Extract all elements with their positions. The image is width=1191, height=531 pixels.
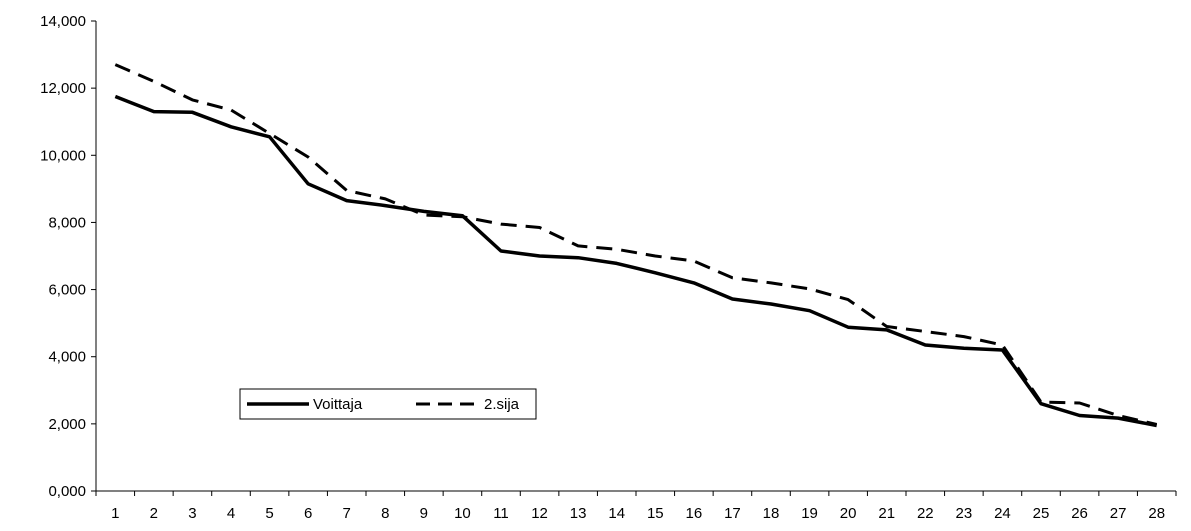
x-tick-label: 1 bbox=[111, 505, 119, 522]
y-tick-label: 2,000 bbox=[48, 416, 86, 433]
x-tick-label: 14 bbox=[608, 505, 625, 522]
series-line bbox=[114, 94, 1158, 428]
x-tick-label: 18 bbox=[763, 505, 780, 522]
y-tick-label: 8,000 bbox=[48, 214, 86, 231]
x-tick-label: 23 bbox=[956, 505, 973, 522]
x-tick-label: 3 bbox=[188, 505, 196, 522]
y-tick-label: 14,000 bbox=[40, 13, 86, 30]
x-tick-label: 6 bbox=[304, 505, 312, 522]
y-ticks: 0,000 2,000 4,000 6,000 8,000 10,000 12,000 14,… bbox=[40, 13, 96, 500]
x-tick-label: 27 bbox=[1110, 505, 1127, 522]
x-tick-label: 13 bbox=[570, 505, 587, 522]
series-2-sija bbox=[114, 63, 1158, 426]
legend: Voittaja 2.sija bbox=[239, 388, 537, 420]
x-tick-label: 20 bbox=[840, 505, 857, 522]
y-tick-label: 12,000 bbox=[40, 80, 86, 97]
x-tick-label: 25 bbox=[1033, 505, 1050, 522]
series-layer bbox=[114, 63, 1158, 428]
x-tick-label: 7 bbox=[343, 505, 351, 522]
x-tick-label: 17 bbox=[724, 505, 741, 522]
series-line bbox=[114, 63, 1158, 426]
axes: 0,000 2,000 4,000 6,000 8,000 10,000 12,000 14,… bbox=[40, 13, 1177, 522]
x-tick-label: 28 bbox=[1148, 505, 1165, 522]
series-voittaja bbox=[114, 94, 1158, 428]
legend-label-voittaja: Voittaja bbox=[313, 396, 363, 413]
x-tick-label: 21 bbox=[878, 505, 895, 522]
x-tick-label: 4 bbox=[227, 505, 235, 522]
x-tick-label: 8 bbox=[381, 505, 389, 522]
x-tick-label: 5 bbox=[265, 505, 273, 522]
x-ticks: 1 2 3 4 5 6 7 8 9 10 11 12 13 14 15 16 17 18 19 20 21 22 23 24 2… bbox=[95, 491, 1177, 522]
y-tick-label: 0,000 bbox=[48, 483, 86, 500]
y-tick-label: 4,000 bbox=[48, 349, 86, 366]
x-tick-label: 19 bbox=[801, 505, 818, 522]
y-tick-label: 6,000 bbox=[48, 282, 86, 299]
x-tick-label: 15 bbox=[647, 505, 664, 522]
x-tick-label: 16 bbox=[686, 505, 703, 522]
x-tick-label: 22 bbox=[917, 505, 934, 522]
x-tick-label: 10 bbox=[454, 505, 471, 522]
x-tick-label: 2 bbox=[150, 505, 158, 522]
y-tick-label: 10,000 bbox=[40, 147, 86, 164]
x-tick-label: 9 bbox=[420, 505, 428, 522]
x-tick-label: 26 bbox=[1071, 505, 1088, 522]
x-tick-label: 24 bbox=[994, 505, 1011, 522]
x-tick-label: 11 bbox=[493, 505, 509, 522]
legend-label-2-sija: 2.sija bbox=[484, 396, 520, 413]
x-tick-label: 12 bbox=[531, 505, 548, 522]
